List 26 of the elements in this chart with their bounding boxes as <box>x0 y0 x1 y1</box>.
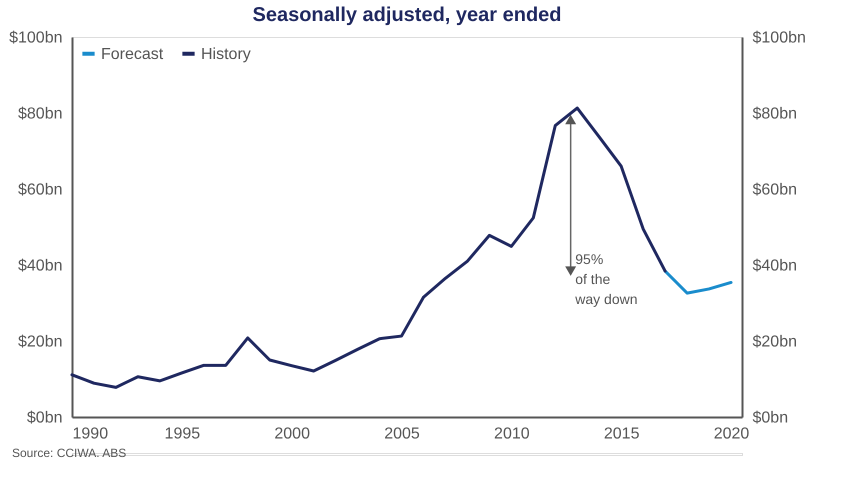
y-tick-label: $40bn <box>18 258 62 274</box>
x-tick-label: 2000 <box>274 426 310 442</box>
x-tick-label: 2015 <box>604 426 640 442</box>
y-tick-label: $20bn <box>18 334 62 350</box>
y2-tick-label: $100bn <box>752 30 806 46</box>
y2-tick-label: $0bn <box>752 410 788 426</box>
legend-label: History <box>201 46 251 63</box>
annotation: 95% of the way down <box>574 251 638 308</box>
x-tick-label: 1995 <box>164 426 200 442</box>
y2-tick-label: $40bn <box>752 258 797 274</box>
chart-title: Seasonally adjusted, year ended <box>252 4 562 26</box>
x-tick-label: 2020 <box>714 426 750 442</box>
x-tick-label: 2010 <box>494 426 530 442</box>
x-tick-label: 1990 <box>72 426 108 442</box>
x-tick-label: 2005 <box>384 426 420 442</box>
y-tick-label: $0bn <box>26 410 62 426</box>
line-series <box>70 106 667 389</box>
y-tick-label: $100bn <box>9 30 62 46</box>
y2-tick-label: $80bn <box>752 106 797 122</box>
line-series <box>664 270 733 295</box>
y-tick-label: $60bn <box>18 182 62 198</box>
y-tick-label: $80bn <box>18 106 62 122</box>
source-note: Source: CCIWA. ABS <box>12 446 126 460</box>
y2-tick-label: $60bn <box>752 182 797 198</box>
legend-label: Forecast <box>101 46 164 63</box>
y2-tick-label: $20bn <box>752 334 797 350</box>
